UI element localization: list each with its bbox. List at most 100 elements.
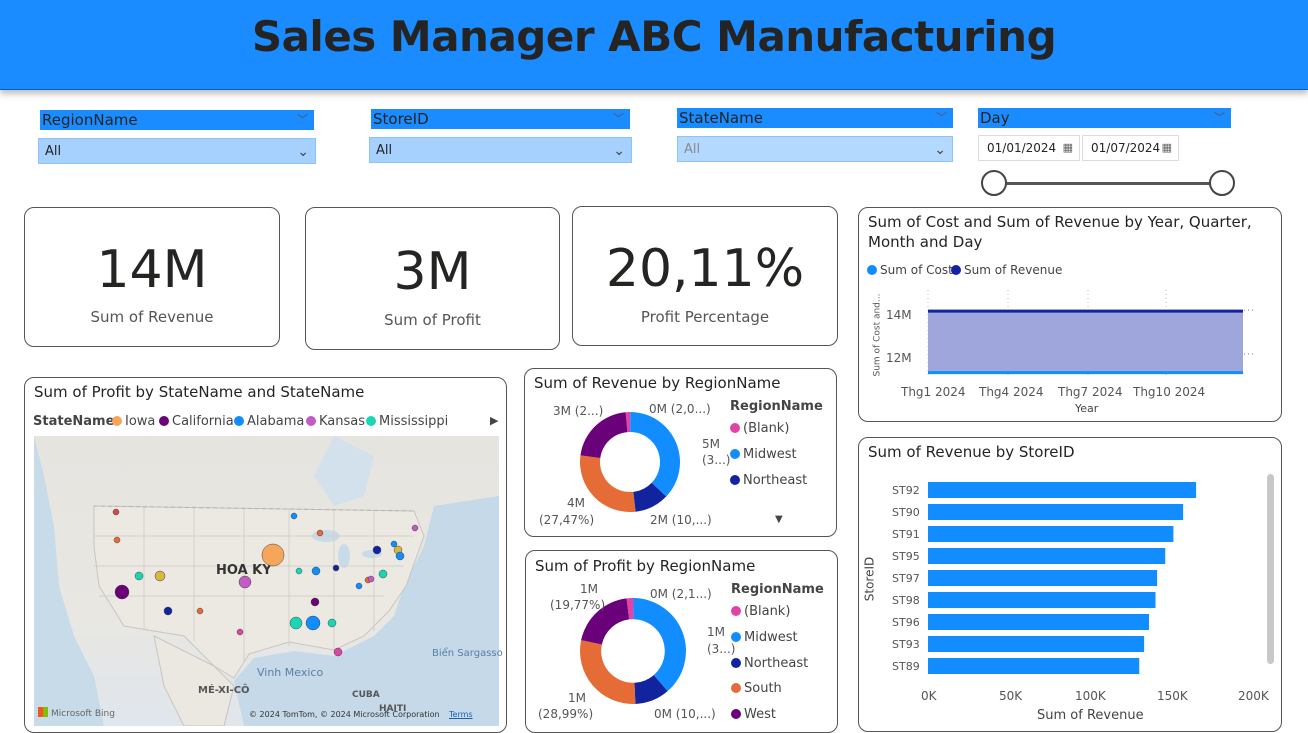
- region-slicer-title: RegionName: [42, 111, 138, 129]
- date-range-track[interactable]: [994, 182, 1222, 185]
- donut-label: (27,47%): [539, 513, 595, 527]
- bar-st96[interactable]: [928, 614, 1149, 630]
- profit-percentage-value: 20,11%: [605, 239, 805, 299]
- map-bubble[interactable]: [112, 508, 120, 516]
- map-bubble[interactable]: [289, 616, 303, 630]
- map-bubble[interactable]: [114, 584, 130, 600]
- chevron-down-icon: ﹀: [297, 113, 308, 126]
- map-bubble[interactable]: [355, 582, 363, 590]
- bar-st91[interactable]: [928, 526, 1174, 542]
- bar-st95[interactable]: [928, 548, 1166, 564]
- state-dropdown[interactable]: All ⌄: [677, 136, 953, 162]
- donut-slice-west[interactable]: [580, 412, 628, 458]
- profit-map[interactable]: [34, 436, 499, 726]
- donut-slice-blank[interactable]: [625, 412, 631, 433]
- profit-percentage-card[interactable]: 20,11% Profit Percentage: [572, 206, 838, 346]
- map-bubble[interactable]: [236, 628, 244, 636]
- cost-revenue-area[interactable]: [918, 290, 1258, 385]
- map-bubble[interactable]: [332, 564, 340, 572]
- cost-legend-item[interactable]: Sum of Cost: [867, 263, 953, 277]
- store-dropdown[interactable]: All ⌄: [369, 137, 632, 163]
- date-range-end-handle[interactable]: [1209, 170, 1235, 196]
- donut-slice-south[interactable]: [580, 455, 636, 512]
- map-bubble[interactable]: [395, 551, 405, 561]
- map-bubble[interactable]: [196, 607, 204, 615]
- revenue-legend-item[interactable]: Midwest: [730, 447, 797, 462]
- bar-st93[interactable]: [928, 636, 1145, 652]
- map-legend-item[interactable]: Mississippi: [366, 414, 448, 429]
- region-slicer-header[interactable]: RegionName ﹀: [40, 110, 314, 130]
- profit-legend-item[interactable]: West: [731, 707, 776, 722]
- bar-st97[interactable]: [928, 570, 1158, 586]
- profit-donut[interactable]: [578, 596, 688, 706]
- profit-legend-item[interactable]: Midwest: [731, 630, 798, 645]
- map-legend-label: Alabama: [247, 414, 305, 429]
- start-date-input[interactable]: 01/01/2024 ▦: [978, 135, 1080, 161]
- region-dropdown-value: All: [45, 144, 62, 159]
- map-bubble[interactable]: [154, 570, 166, 582]
- map-legend-item[interactable]: Alabama: [234, 414, 304, 429]
- triangle-down-icon[interactable]: ▼: [775, 514, 783, 525]
- area-x-axis-title: Year: [1075, 402, 1099, 415]
- store-slicer-header[interactable]: StoreID ﹀: [371, 109, 630, 129]
- profit-kpi-card[interactable]: 3M Sum of Profit: [305, 207, 560, 350]
- profit-legend-item[interactable]: Northeast: [731, 656, 808, 671]
- triangle-right-icon[interactable]: ▶: [490, 414, 499, 427]
- end-date-input[interactable]: 01/07/2024 ▦: [1082, 135, 1179, 161]
- bar-st90[interactable]: [928, 504, 1184, 520]
- donut-slice-midwest[interactable]: [633, 598, 686, 692]
- legend-dot-icon: [731, 606, 741, 616]
- map-bubble[interactable]: [305, 615, 321, 631]
- profit-legend-item[interactable]: South: [731, 681, 782, 696]
- donut-slice-northeast[interactable]: [633, 482, 667, 512]
- map-bubble[interactable]: [290, 512, 298, 520]
- map-bubble[interactable]: [311, 566, 321, 576]
- revenue-legend-item[interactable]: (Blank): [730, 421, 789, 436]
- calendar-icon[interactable]: ▦: [1062, 141, 1073, 154]
- map-bubble[interactable]: [390, 540, 398, 548]
- bar-st92[interactable]: [928, 482, 1197, 498]
- map-bubble[interactable]: [378, 569, 388, 579]
- donut-label: (28,99%): [538, 707, 594, 721]
- profit-legend-item[interactable]: (Blank): [731, 604, 790, 619]
- x-tick-label: 0K: [921, 689, 937, 703]
- calendar-icon[interactable]: ▦: [1161, 141, 1172, 154]
- map-bubble[interactable]: [367, 575, 375, 583]
- map-bubble[interactable]: [163, 606, 173, 616]
- donut-slice-northeast[interactable]: [634, 675, 668, 704]
- chevron-down-icon: ﹀: [1214, 111, 1225, 124]
- map-bubble[interactable]: [113, 536, 121, 544]
- revenue-legend-item[interactable]: Sum of Revenue: [951, 263, 1062, 277]
- region-dropdown[interactable]: All ⌄: [38, 138, 316, 164]
- donut-slice-west[interactable]: [581, 598, 630, 645]
- donut-slice-blank[interactable]: [626, 598, 634, 620]
- map-bubble[interactable]: [316, 529, 324, 537]
- revenue-area[interactable]: [928, 311, 1243, 373]
- map-legend-item[interactable]: Kansas: [306, 414, 365, 429]
- map-terms-link[interactable]: Terms: [449, 710, 473, 719]
- map-bubble[interactable]: [411, 524, 419, 532]
- bar-chart-scrollbar[interactable]: [1267, 474, 1274, 664]
- map-legend-item[interactable]: Iowa: [112, 414, 155, 429]
- donut-slice-south[interactable]: [580, 640, 636, 704]
- revenue-region-card[interactable]: Sum of Revenue by RegionName: [524, 368, 837, 537]
- map-bubble[interactable]: [327, 618, 337, 628]
- map-bubble[interactable]: [134, 571, 144, 581]
- state-slicer-header[interactable]: StateName ﹀: [677, 108, 953, 128]
- day-slicer-header[interactable]: Day ﹀: [978, 108, 1231, 128]
- revenue-kpi-card[interactable]: 14M Sum of Revenue: [24, 207, 280, 347]
- map-bubble[interactable]: [333, 647, 343, 657]
- revenue-legend-item[interactable]: Northeast: [730, 473, 807, 488]
- map-bubble[interactable]: [238, 575, 252, 589]
- store-bar-chart[interactable]: ST92 ST90 ST91 ST95 ST97 ST98 ST96 ST93 ST89: [888, 478, 1268, 678]
- map-legend-item[interactable]: California: [159, 414, 234, 429]
- date-range-start-handle[interactable]: [981, 170, 1007, 196]
- revenue-donut[interactable]: [578, 410, 682, 514]
- donut-slice-midwest[interactable]: [630, 412, 680, 497]
- map-bubble[interactable]: [261, 543, 285, 567]
- bar-st98[interactable]: [928, 592, 1156, 608]
- map-bubble[interactable]: [310, 597, 320, 607]
- map-bubble[interactable]: [372, 545, 382, 555]
- map-bubble[interactable]: [295, 567, 303, 575]
- bar-st89[interactable]: [928, 658, 1140, 674]
